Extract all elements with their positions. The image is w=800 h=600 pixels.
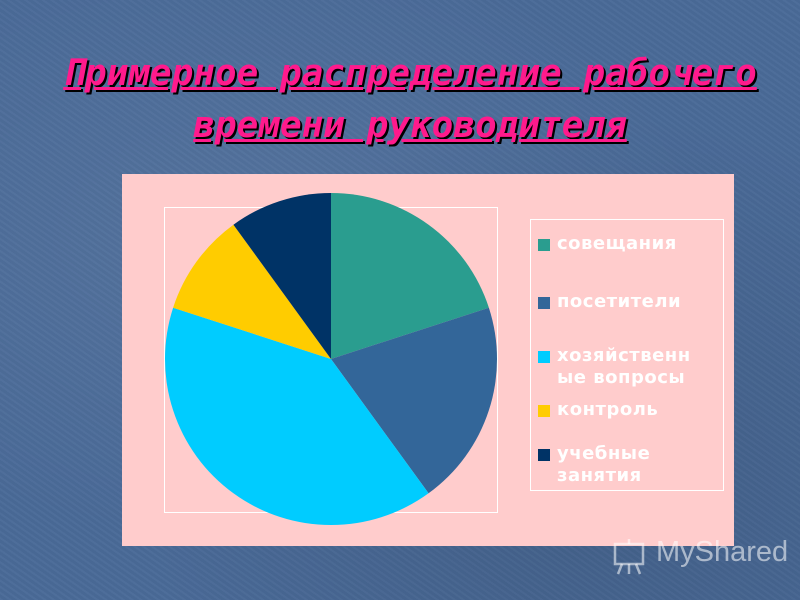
pie-slice-3 <box>164 307 429 526</box>
slide-title: Примерное распределение рабочего времени… <box>63 53 757 146</box>
legend-swatch <box>538 351 550 363</box>
legend-swatch <box>538 239 550 251</box>
pie-slice-1 <box>331 193 489 359</box>
legend-label: учебные занятия <box>557 443 651 486</box>
legend-swatch <box>538 405 550 417</box>
legend-swatch <box>538 449 550 461</box>
legend-label: хозяйственн ые вопросы <box>557 345 691 388</box>
legend-label: посетители <box>557 291 682 312</box>
watermark: MyShared <box>608 534 788 578</box>
pie-slice-4 <box>173 224 331 359</box>
presentation-icon <box>613 539 645 575</box>
pie-slice-2 <box>331 307 498 494</box>
chart-panel: совещания посетители хозяйственн ые вопро… <box>122 174 734 546</box>
legend-swatch <box>538 297 550 309</box>
watermark-text: MyShared <box>656 536 789 568</box>
legend-label: контроль <box>557 399 659 420</box>
legend: совещания посетители хозяйственн ые вопро… <box>530 219 724 491</box>
pie-slice-5 <box>233 193 331 359</box>
pie-chart <box>164 193 498 526</box>
legend-label: совещания <box>557 233 677 254</box>
